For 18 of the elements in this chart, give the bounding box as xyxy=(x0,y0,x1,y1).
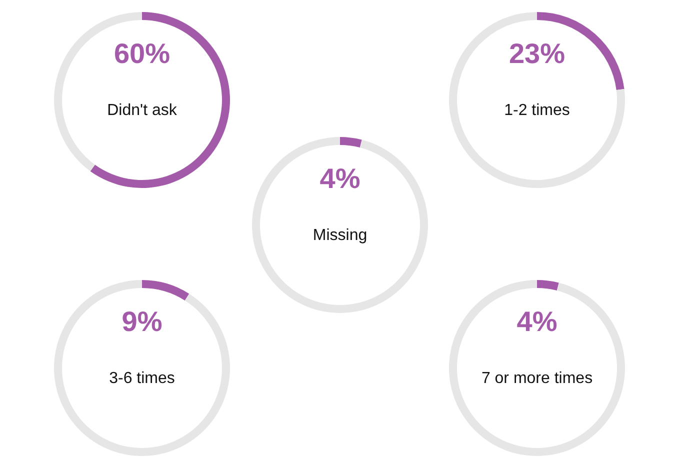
data-label: 4% xyxy=(516,306,558,337)
data-label: 9% xyxy=(122,306,162,337)
text: 1-2 times xyxy=(504,102,570,119)
donut-slice xyxy=(142,280,190,300)
data-label: 4% xyxy=(320,163,360,194)
donut-slice xyxy=(449,280,625,456)
donut-slice xyxy=(252,137,428,313)
text: Didn't ask xyxy=(107,102,178,119)
donut-slice xyxy=(537,280,559,291)
data-label: 23% xyxy=(508,38,566,69)
data-label: 60% xyxy=(114,38,170,69)
donut-slice xyxy=(449,12,625,188)
text: 7 or more times xyxy=(481,370,593,387)
donut-slice xyxy=(340,137,362,148)
text: Missing xyxy=(312,227,368,244)
donut-slice xyxy=(54,280,230,456)
text: 3-6 times xyxy=(109,370,175,387)
donut-slice xyxy=(90,12,230,188)
